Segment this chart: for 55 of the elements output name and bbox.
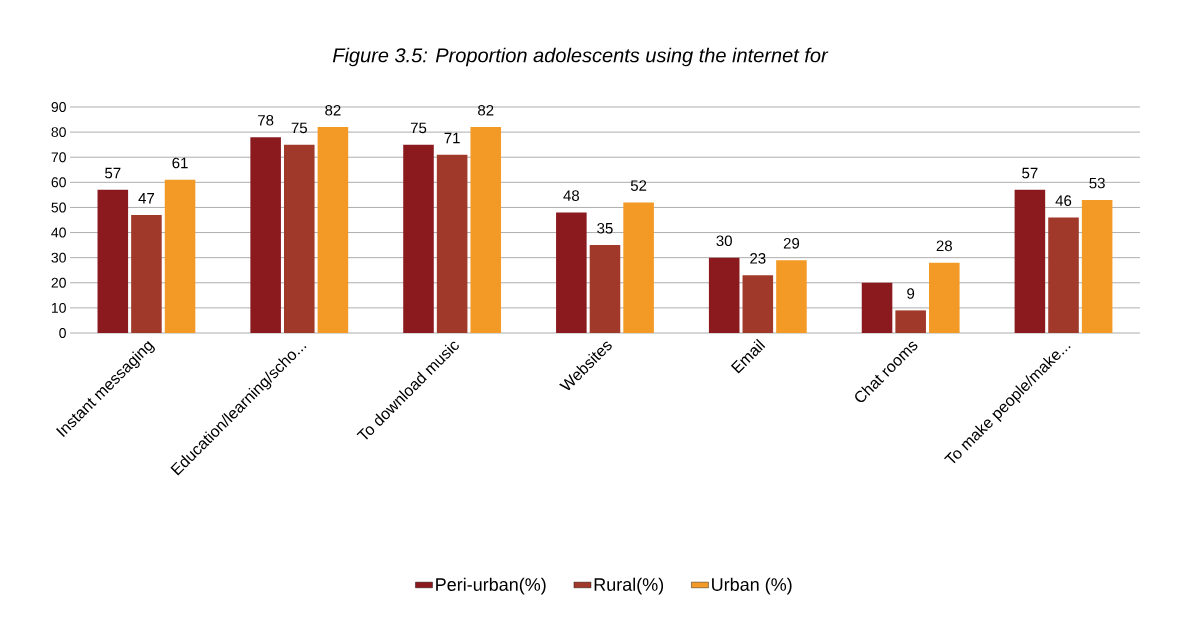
y-tick-label: 20 [51,277,66,288]
bar [164,179,196,333]
bar [403,144,434,333]
data-label: 35 [597,222,613,234]
data-label: 46 [1055,195,1072,206]
bar [97,189,129,333]
bar [1048,217,1079,333]
data-label: 9 [907,288,915,299]
bar [470,127,502,333]
bar [1014,189,1046,333]
bar [895,310,926,333]
data-label: 47 [138,193,155,204]
bar [284,144,315,333]
data-label: 52 [630,180,647,191]
data-label: 57 [105,167,121,179]
legend-label: Rural(%) [594,577,664,595]
bar [623,202,654,333]
data-label: 75 [410,122,427,134]
y-tick-label: 90 [51,102,66,112]
data-label: 75 [291,122,307,134]
bar [929,262,960,333]
bar [317,127,349,333]
data-label: 78 [258,114,274,126]
data-label: 82 [325,104,341,116]
y-tick-label: 50 [51,202,66,213]
chart-title: Figure 3.5: Proportion adolescents using the internet for [332,47,829,67]
bar [250,137,281,333]
legend-label: Urban (%) [712,577,792,595]
data-label: 53 [1089,177,1105,189]
y-tick-label: 10 [51,302,66,313]
data-label: 30 [716,235,732,247]
bar [589,245,621,333]
y-tick-label: 0 [59,328,66,338]
y-tick-label: 30 [51,252,66,263]
data-label: 29 [783,238,800,249]
bar [131,214,162,333]
data-label: 82 [478,104,494,116]
bar [708,257,740,333]
data-label: 61 [172,157,188,169]
bar [1081,199,1113,333]
data-label: 71 [444,132,460,144]
bar [861,282,893,333]
legend-label: Peri-urban(%) [436,577,546,595]
bar [436,154,468,333]
data-label: 28 [936,240,952,252]
y-tick-label: 40 [51,227,66,238]
bar [776,260,807,333]
bar [556,212,587,333]
data-label: 48 [563,190,580,201]
y-tick-label: 70 [51,152,66,163]
data-label: 23 [750,253,766,264]
data-label: 57 [1022,167,1038,179]
y-tick-label: 60 [51,177,66,188]
bar [742,275,774,333]
y-tick-label: 80 [51,127,66,138]
